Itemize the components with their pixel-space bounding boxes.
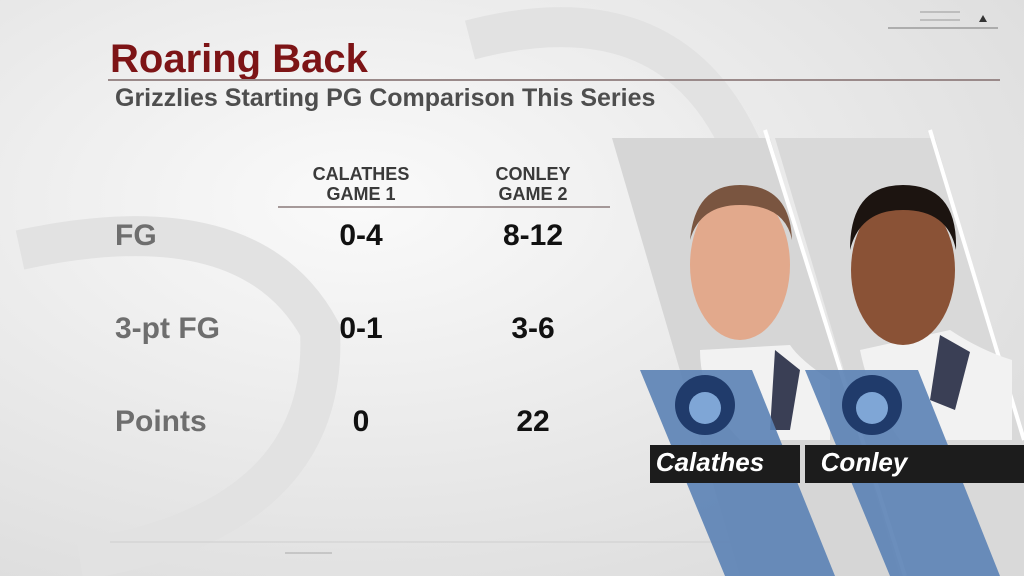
player-panels — [612, 129, 1024, 576]
table-body: FG 0-4 8-12 3-pt FG 0-1 3-6 Points 0 22 — [115, 219, 563, 438]
column-header: CONLEY — [495, 164, 570, 184]
column-header: GAME 1 — [326, 184, 395, 204]
subtitle: Grizzlies Starting PG Comparison This Se… — [115, 84, 655, 112]
stat-value: 22 — [516, 405, 549, 438]
player-name: Conley — [821, 447, 909, 477]
row-label: FG — [115, 219, 157, 252]
player-name: Calathes — [656, 447, 764, 477]
corner-decoration — [888, 11, 998, 29]
stat-value: 0-1 — [339, 312, 382, 345]
row-label: Points — [115, 405, 207, 438]
column-header: GAME 2 — [498, 184, 567, 204]
column-header: CALATHES — [313, 164, 410, 184]
title: Roaring Back — [110, 37, 369, 81]
row-label: 3-pt FG — [115, 312, 220, 345]
stat-value: 0-4 — [339, 219, 383, 252]
stat-value: 3-6 — [511, 312, 554, 345]
stat-value: 8-12 — [503, 219, 563, 252]
stat-value: 0 — [353, 405, 370, 438]
